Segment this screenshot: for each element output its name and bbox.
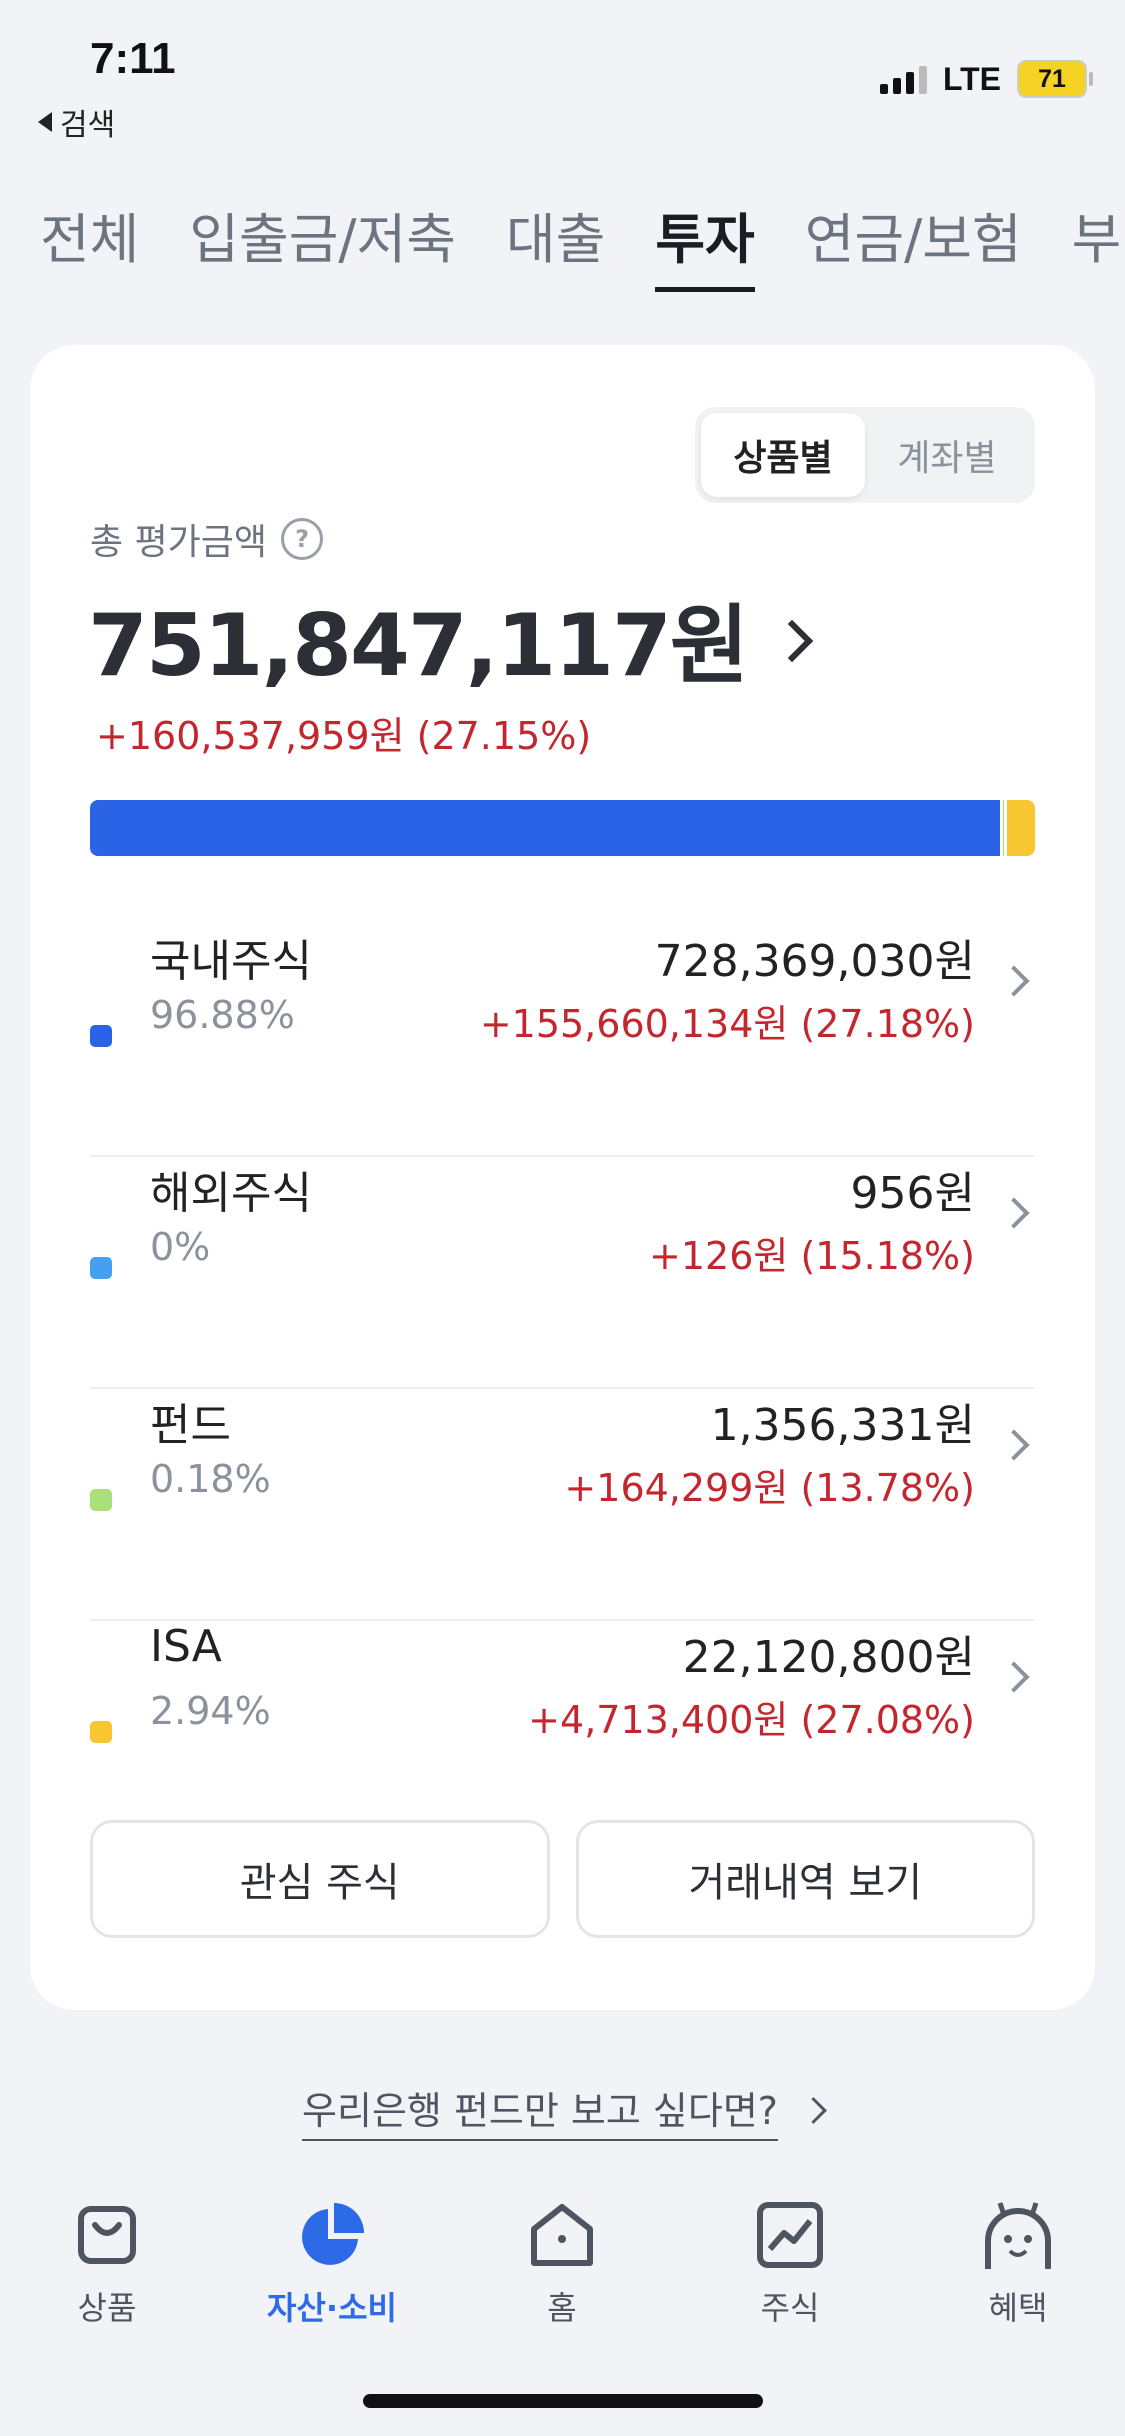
total-amount: 751,847,117원 [88, 596, 749, 696]
nav-label: 자산·소비 [267, 2289, 397, 2327]
legend-dot [90, 1025, 112, 1047]
status-indicators: LTE 71 [879, 60, 1093, 98]
holding-percent: 96.88% [150, 993, 295, 1037]
fund-promo-link[interactable]: 우리은행 펀드만 보고 싶다면? [0, 2080, 1125, 2141]
nav-label: 상품 [77, 2289, 137, 2327]
back-label: 검색 [60, 108, 116, 143]
nav-benefits[interactable]: 혜택 [928, 2195, 1108, 2329]
tab-loan[interactable]: 대출 [505, 208, 606, 271]
tab-next[interactable]: 부 [1071, 208, 1122, 271]
allocation-gap [1004, 800, 1008, 856]
nav-label: 혜택 [988, 2289, 1048, 2327]
tab-pension-insurance[interactable]: 연금/보험 [804, 208, 1022, 271]
tab-all[interactable]: 전체 [40, 208, 140, 271]
chevron-right-icon [998, 1429, 1030, 1461]
allocation-gap [999, 800, 1003, 856]
holding-value: 1,356,331원 [710, 1400, 975, 1451]
question-circle-icon[interactable]: ? [281, 518, 324, 560]
nav-products[interactable]: 상품 [17, 2195, 197, 2329]
pie-chart-icon [302, 2203, 364, 2265]
status-time: 7:11 [90, 34, 176, 83]
holding-value: 956원 [850, 1168, 975, 1219]
smile-character-icon [985, 2202, 1051, 2269]
total-label-row: 총 평가금액 ? [90, 513, 324, 565]
holdings-list: 국내주식 96.88% 728,369,030원 +155,660,134원 (… [90, 925, 1035, 1851]
tab-deposit-savings[interactable]: 입출금/저축 [189, 208, 456, 271]
view-toggle: 상품별 계좌별 [695, 407, 1035, 503]
toggle-by-account[interactable]: 계좌별 [897, 438, 997, 479]
total-change: +160,537,959원 (27.15%) [96, 714, 592, 758]
investment-summary-card: 상품별 계좌별 총 평가금액 ? 751,847,117원 +160,537,9… [30, 345, 1095, 2010]
legend-dot [90, 1721, 112, 1743]
holding-name: 펀드 [150, 1400, 231, 1451]
action-buttons: 관심 주식 거래내역 보기 [90, 1820, 1035, 1938]
holding-name: 해외주식 [150, 1168, 312, 1219]
category-tabs: 전체 입출금/저축 대출 투자 연금/보험 부 [40, 195, 1122, 292]
chevron-right-icon [800, 2097, 827, 2124]
holding-row-isa[interactable]: ISA 2.94% 22,120,800원 +4,713,400원 (27.08… [90, 1621, 1035, 1851]
chevron-right-icon [770, 619, 814, 662]
network-label: LTE [942, 60, 1001, 97]
holding-percent: 0.18% [150, 1457, 271, 1501]
total-amount-link[interactable]: 751,847,117원 [88, 575, 814, 700]
holding-change: +155,660,134원 (27.18%) [479, 1002, 975, 1046]
holding-value: 728,369,030원 [654, 936, 975, 987]
holding-change: +126원 (15.18%) [649, 1234, 975, 1278]
allocation-segment [1002, 800, 1005, 856]
holding-row-domestic-stock[interactable]: 국내주식 96.88% 728,369,030원 +155,660,134원 (… [90, 925, 1035, 1157]
back-to-search-link[interactable]: 검색 [38, 100, 115, 144]
watchlist-button[interactable]: 관심 주식 [90, 1820, 550, 1938]
allocation-segment [90, 800, 1000, 856]
toggle-by-product[interactable]: 상품별 [701, 413, 865, 497]
total-label: 총 평가금액 [90, 522, 268, 563]
transaction-history-button[interactable]: 거래내역 보기 [575, 1820, 1035, 1938]
holding-change: +4,713,400원 (27.08%) [528, 1698, 975, 1742]
promo-text: 우리은행 펀드만 보고 싶다면? [302, 2080, 778, 2141]
allocation-bar [90, 800, 1035, 856]
holding-value: 22,120,800원 [682, 1632, 975, 1683]
nav-stocks[interactable]: 주식 [700, 2195, 880, 2329]
holding-name: 국내주식 [150, 936, 312, 987]
holding-change: +164,299원 (13.78%) [564, 1466, 975, 1510]
holding-row-foreign-stock[interactable]: 해외주식 0% 956원 +126원 (15.18%) [90, 1157, 1035, 1389]
chevron-right-icon [998, 1197, 1030, 1229]
home-icon [531, 2204, 593, 2266]
status-bar: 7:11 검색 LTE 71 [0, 0, 1125, 150]
chevron-right-icon [998, 965, 1030, 997]
bottom-navigation: 상품 자산·소비 홈 주식 혜택 [0, 2180, 1125, 2436]
tab-investment[interactable]: 투자 [655, 195, 756, 292]
allocation-segment [1007, 800, 1035, 856]
holding-row-fund[interactable]: 펀드 0.18% 1,356,331원 +164,299원 (13.78%) [90, 1389, 1035, 1621]
bag-icon [78, 2206, 136, 2264]
holding-name: ISA [150, 1621, 222, 1672]
chevron-right-icon [998, 1661, 1030, 1693]
home-indicator [363, 2394, 763, 2408]
holding-percent: 2.94% [150, 1689, 271, 1733]
nav-home[interactable]: 홈 [472, 2195, 652, 2329]
signal-icon [879, 64, 927, 94]
back-arrow-icon [38, 112, 52, 132]
battery-icon: 71 [1017, 60, 1093, 98]
stock-chart-icon [757, 2202, 823, 2268]
nav-label: 주식 [760, 2289, 820, 2327]
nav-label: 홈 [547, 2289, 577, 2327]
nav-assets-spending[interactable]: 자산·소비 [242, 2195, 422, 2329]
legend-dot [90, 1489, 112, 1511]
legend-dot [90, 1257, 112, 1279]
battery-level: 71 [1038, 64, 1066, 93]
holding-percent: 0% [150, 1225, 211, 1269]
